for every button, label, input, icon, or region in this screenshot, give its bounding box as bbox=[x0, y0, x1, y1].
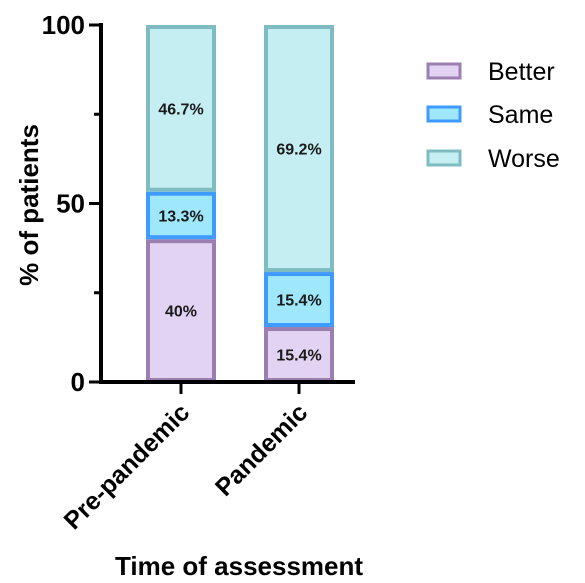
bars-group: 40% 13.3% 46.7% 15.4% 15.4% 69.2% bbox=[146, 25, 334, 383]
y-axis-title: % of patients bbox=[14, 124, 44, 286]
y-tick-label: 100 bbox=[42, 10, 85, 40]
data-label-worse-pandemic: 69.2% bbox=[276, 142, 321, 159]
data-label-worse-pre-pandemic: 46.7% bbox=[158, 101, 203, 118]
legend-swatch-worse bbox=[426, 149, 462, 167]
legend-label-better: Better bbox=[488, 58, 555, 86]
bar-same-pre-pandemic bbox=[146, 191, 216, 240]
bar-better-pandemic bbox=[264, 327, 334, 383]
legend: Better Same Worse bbox=[426, 58, 560, 173]
x-category-label: Pre-pandemic bbox=[59, 398, 196, 535]
legend-swatch-same bbox=[426, 105, 462, 123]
x-axis-title: Time of assessment bbox=[115, 551, 363, 581]
data-label-better-pre-pandemic: 40% bbox=[165, 304, 197, 321]
data-label-better-pandemic: 15.4% bbox=[276, 348, 321, 365]
data-label-same-pandemic: 15.4% bbox=[276, 293, 321, 310]
bar-same-pandemic bbox=[264, 272, 334, 328]
legend-label-same: Same bbox=[488, 101, 553, 129]
y-tick-label: 0 bbox=[71, 367, 85, 397]
data-label-same-pre-pandemic: 13.3% bbox=[158, 208, 203, 225]
legend-swatch-better bbox=[426, 62, 462, 80]
legend-label-worse: Worse bbox=[488, 145, 560, 173]
y-tick-label: 50 bbox=[56, 189, 85, 219]
bar-worse-pandemic bbox=[264, 25, 334, 273]
x-category-label: Pandemic bbox=[210, 398, 313, 501]
bar-worse-pre-pandemic bbox=[146, 25, 216, 192]
